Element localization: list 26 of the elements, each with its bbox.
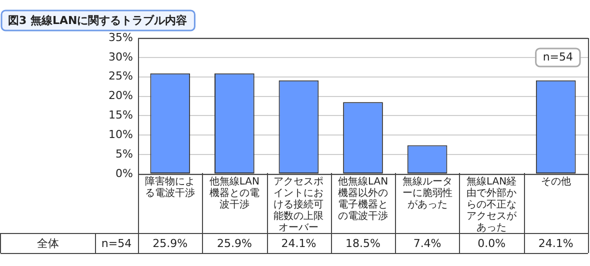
y-tick-label: 10% — [108, 128, 133, 141]
data-label: 24.1% — [281, 236, 316, 250]
chart-title: 図3 無線LANに関するトラブル内容 — [8, 14, 188, 27]
text: 全体 — [37, 236, 59, 250]
data-label: 18.5% — [346, 236, 380, 250]
y-tick-label: 25% — [108, 70, 133, 83]
y-tick-label: 0% — [116, 166, 133, 180]
x-tick-label: 障害物による電波干渉 — [145, 176, 196, 200]
y-tick-label: 35% — [108, 30, 133, 44]
x-tick-label: アクセスポイントにおける接続可能数の上限オーバー — [274, 176, 324, 234]
data-label: 7.4% — [413, 236, 442, 250]
y-tick-label: 30% — [108, 50, 133, 64]
y-tick-label: 20% — [108, 89, 133, 102]
y-tick-label: 15% — [108, 108, 133, 122]
x-tick-label: その他 — [540, 176, 571, 188]
x-tick-label: 他無線LAN機器以外の電子機器との電波干渉 — [338, 176, 388, 222]
data-label: 0.0% — [478, 236, 506, 250]
data-label: 25.9% — [216, 236, 252, 250]
data-label: 24.1% — [538, 236, 574, 250]
y-tick-label: 5% — [116, 147, 133, 160]
annotation: n=54 — [542, 50, 573, 64]
x-tick-label: 無線LAN経由で外部からの不正なアクセスがあった — [466, 176, 518, 234]
x-tick-label: 無線ルーターに脆弱性があった — [402, 176, 452, 211]
text: n=54 — [101, 236, 132, 250]
x-tick-label: 他無線LAN機器との電波干渉 — [209, 176, 260, 211]
data-label: 25.9% — [152, 236, 188, 250]
